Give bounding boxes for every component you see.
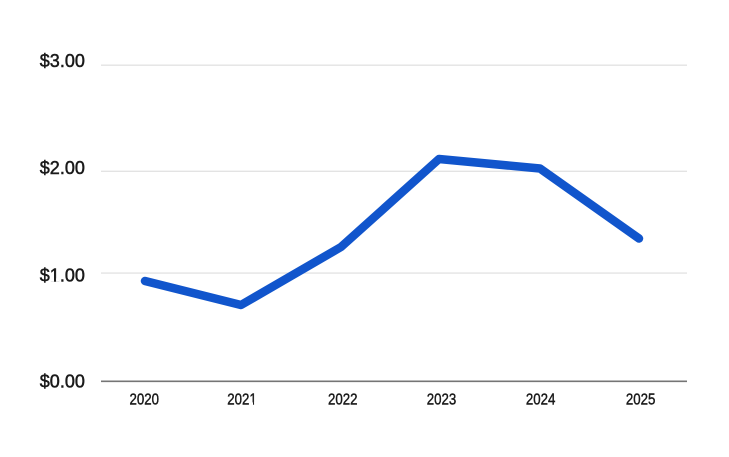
svg-text:$2.00: $2.00: [40, 158, 85, 178]
svg-text:2025: 2025: [626, 392, 656, 409]
svg-text:2021: 2021: [227, 392, 257, 409]
svg-text:$3.00: $3.00: [40, 51, 85, 71]
svg-text:2023: 2023: [427, 392, 457, 409]
svg-text:2022: 2022: [328, 392, 358, 409]
svg-text:$0.00: $0.00: [40, 371, 85, 391]
svg-text:2020: 2020: [129, 392, 159, 409]
svg-text:2024: 2024: [526, 392, 556, 409]
svg-text:$1.00: $1.00: [40, 265, 85, 285]
